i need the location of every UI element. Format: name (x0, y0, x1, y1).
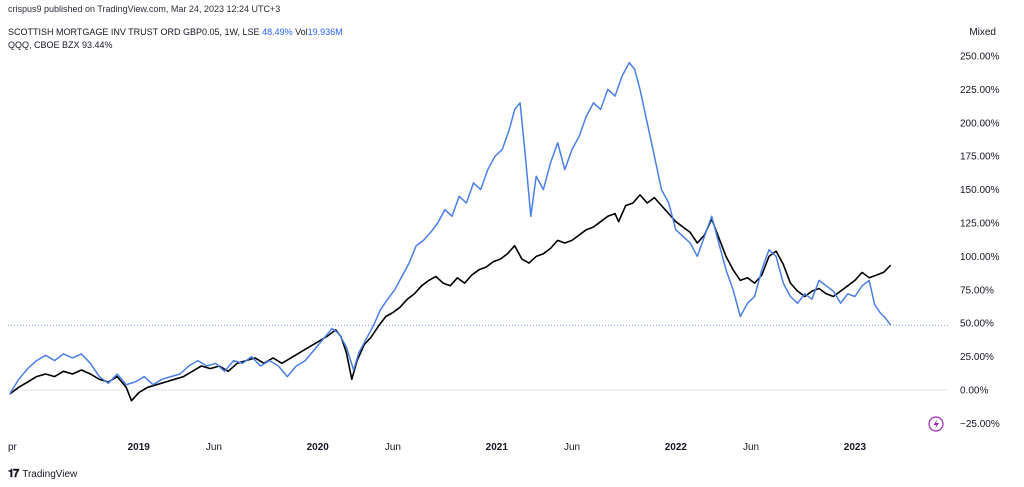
x-axis-ticks: pr 2019 Jun 2020 Jun 2021 Jun 2022 Jun 2023 (8, 442, 866, 453)
series-layer (9, 61, 892, 402)
y-tick-label: 150.00% (960, 185, 1000, 196)
legend-smt-name: SCOTTISH MORTGAGE INV TRUST ORD GBP0.05,… (8, 27, 260, 37)
series-line-qqq (9, 194, 892, 402)
tradingview-logo-text: TradingView (22, 469, 78, 480)
legend-smt-vol-label: Vol (295, 27, 308, 37)
x-tick-label: pr (8, 442, 18, 453)
flash-icon[interactable] (928, 416, 944, 432)
x-tick-label: Jun (385, 442, 401, 453)
y-tick-label: 225.00% (960, 85, 1000, 96)
x-tick-label: 2019 (128, 442, 151, 453)
y-tick-label: 125.00% (960, 219, 1000, 230)
x-tick-label: Jun (564, 442, 580, 453)
publish-byline: crispus9 published on TradingView.com, M… (8, 4, 281, 14)
tradingview-mark-icon: 𝟏𝟕 (8, 468, 19, 480)
x-tick-label: Jun (206, 442, 222, 453)
x-tick-label: 2022 (665, 442, 688, 453)
y-tick-label: 50.00% (960, 319, 994, 330)
y-tick-label: 200.00% (960, 118, 1000, 129)
legend-smt-value: 48.49% (262, 27, 293, 37)
x-tick-label: 2021 (486, 442, 509, 453)
legend-qqq-name: QQQ, CBOE BZX (8, 40, 80, 50)
scale-mode-label[interactable]: Mixed (969, 27, 996, 38)
x-tick-label: 2023 (844, 442, 867, 453)
legend-row-smt[interactable]: SCOTTISH MORTGAGE INV TRUST ORD GBP0.05,… (8, 27, 343, 37)
x-tick-label: 2020 (307, 442, 330, 453)
y-tick-label: 250.00% (960, 52, 1000, 63)
series-line-smt (9, 61, 892, 395)
y-tick-label: −25.00% (960, 419, 1000, 430)
y-tick-label: 0.00% (960, 386, 988, 397)
y-tick-label: 25.00% (960, 352, 994, 363)
y-tick-label: 100.00% (960, 252, 1000, 263)
y-tick-label: 175.00% (960, 152, 1000, 163)
y-axis-ticks: 250.00% 225.00% 200.00% 175.00% 150.00% 125.0… (960, 52, 1000, 430)
legend-smt-vol-value: 19.936M (307, 27, 343, 37)
x-tick-label: Jun (743, 442, 759, 453)
legend-row-qqq[interactable]: QQQ, CBOE BZX 93.44% (8, 40, 113, 50)
tradingview-logo[interactable]: 𝟏𝟕 TradingView (8, 468, 77, 481)
y-tick-label: 75.00% (960, 285, 994, 296)
legend-qqq-value: 93.44% (82, 40, 113, 50)
